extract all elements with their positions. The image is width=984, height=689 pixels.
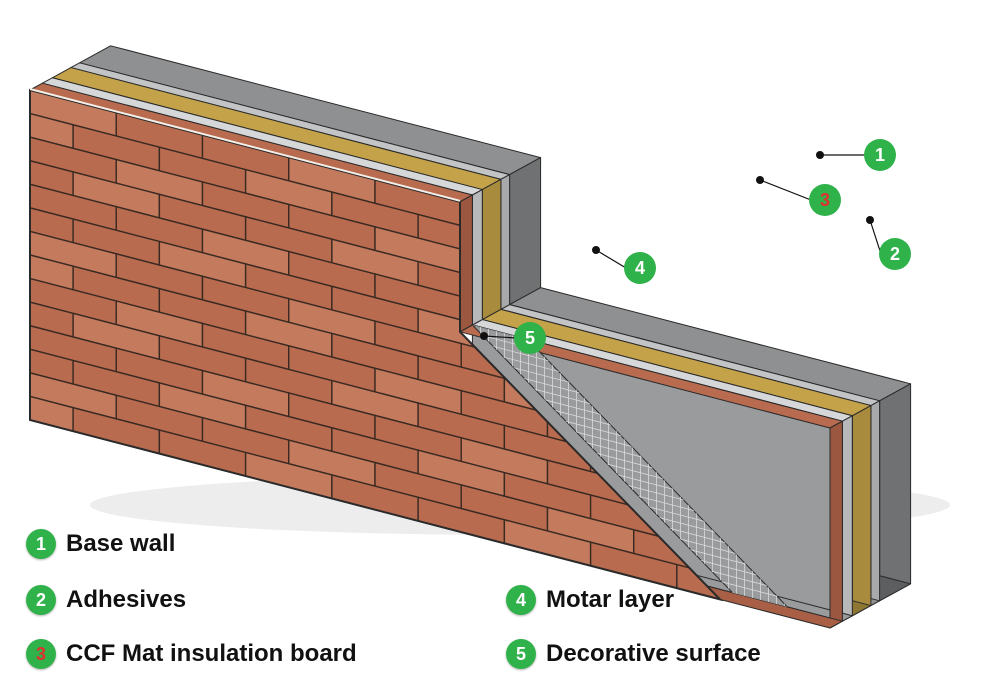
diagram-stage: 1 2 3 4 5 1 Base wall 2 Adhesives 3 CCF Mat insul…: [0, 0, 984, 689]
legend-label-4: Motar layer: [546, 586, 674, 614]
legend-dot-5: 5: [506, 639, 536, 669]
legend-label-2: Adhesives: [66, 586, 186, 614]
legend-dot-3: 3: [26, 639, 56, 669]
legend-dot-1: 1: [26, 529, 56, 559]
legend-label-5: Decorative surface: [546, 640, 761, 668]
layer-badge-num-1: 1: [875, 145, 885, 165]
layer-badge-num-4: 4: [635, 258, 645, 278]
legend-item-1: 1 Base wall: [26, 529, 175, 559]
legend-item-3: 3 CCF Mat insulation board: [26, 639, 357, 669]
legend-item-4: 4 Motar layer: [506, 585, 674, 615]
layer-badge-num-5: 5: [525, 328, 535, 348]
legend-label-3: CCF Mat insulation board: [66, 640, 357, 668]
layer-badge-num-3: 3: [820, 190, 830, 210]
legend-item-5: 5 Decorative surface: [506, 639, 761, 669]
legend-label-1: Base wall: [66, 530, 175, 558]
layer-badge-num-2: 2: [890, 244, 900, 264]
legend-dot-4: 4: [506, 585, 536, 615]
legend-item-2: 2 Adhesives: [26, 585, 186, 615]
legend-dot-2: 2: [26, 585, 56, 615]
